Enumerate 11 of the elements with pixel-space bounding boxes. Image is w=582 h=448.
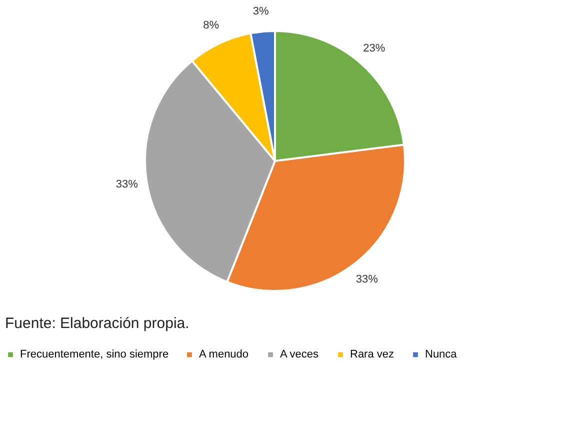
- legend-label: Nunca: [425, 348, 458, 361]
- data-label: 33%: [116, 178, 138, 190]
- legend-label: Frecuentemente, sino siempre: [20, 348, 169, 361]
- legend-label: A veces: [280, 348, 320, 361]
- data-label: 8%: [203, 19, 220, 32]
- legend-label: Rara vez: [350, 348, 394, 361]
- data-label: 3%: [252, 6, 270, 18]
- data-label: 33%: [356, 274, 378, 286]
- legend-label: A menudo: [199, 348, 249, 361]
- source-note: Fuente: Elaboración propia.: [5, 315, 190, 332]
- data-label: 23%: [363, 42, 386, 54]
